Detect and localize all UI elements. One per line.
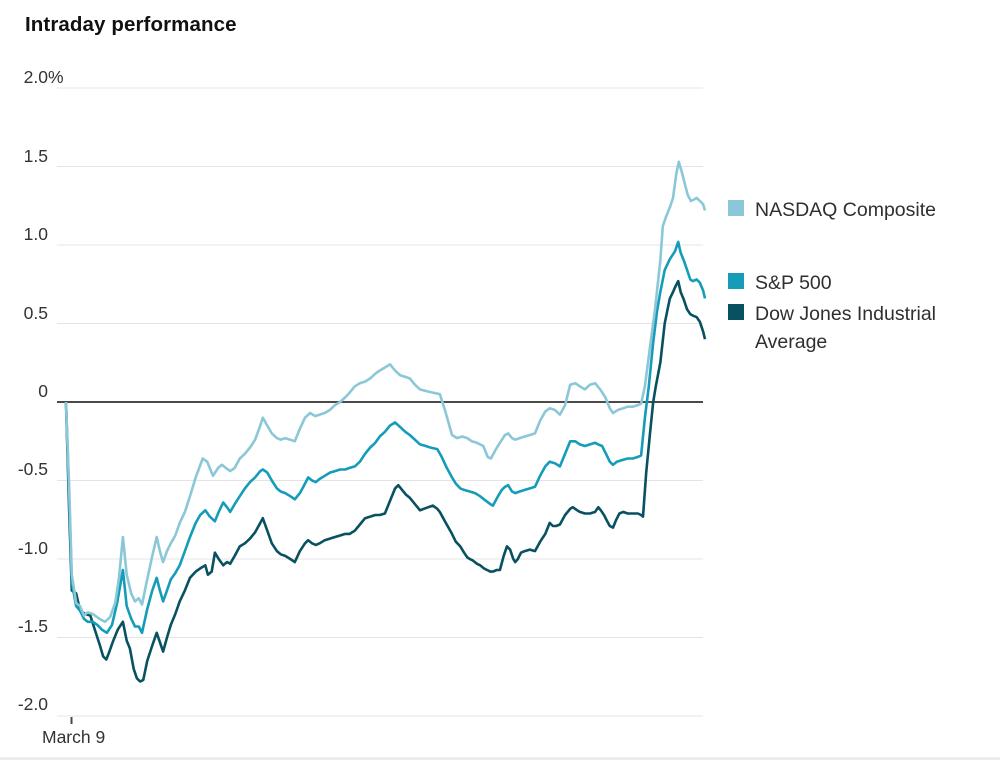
percent-suffix: % — [48, 67, 64, 87]
y-tick-1.5: 1.5 — [23, 146, 48, 166]
page-title: Intraday performance — [25, 13, 237, 36]
y-tick-0: 0 — [38, 381, 48, 401]
y-tick-0.5: 0.5 — [23, 303, 48, 323]
y-tick-neg1.0: -1.0 — [17, 538, 48, 558]
legend-item-dow: Dow Jones Industrial Average — [728, 300, 975, 356]
nasdaq-swatch-icon — [728, 200, 744, 216]
y-tick-1.0: 1.0 — [23, 224, 48, 244]
legend-item-nasdaq: NASDAQ Composite — [728, 196, 936, 224]
sp500-swatch-icon — [728, 273, 744, 289]
series-line-nasdaq-composite — [64, 160, 707, 624]
dow-swatch-icon — [728, 304, 744, 320]
legend-label-sp500: S&P 500 — [755, 272, 832, 294]
y-tick-neg1.5: -1.5 — [17, 616, 48, 636]
legend-item-sp500: S&P 500 — [728, 269, 832, 297]
x-axis-label: March 9 — [42, 727, 106, 747]
y-tick-neg0.5: -0.5 — [17, 459, 48, 479]
legend-label-nasdaq: NASDAQ Composite — [755, 199, 936, 221]
series-line-dow-jones-industrial-average — [64, 279, 707, 683]
series-line-s-p-500 — [64, 240, 707, 635]
y-tick-2.0: 2.0% — [23, 67, 64, 87]
y-tick-neg2.0: -2.0 — [17, 694, 48, 714]
legend-label-dow: Dow Jones Industrial Average — [755, 303, 937, 353]
